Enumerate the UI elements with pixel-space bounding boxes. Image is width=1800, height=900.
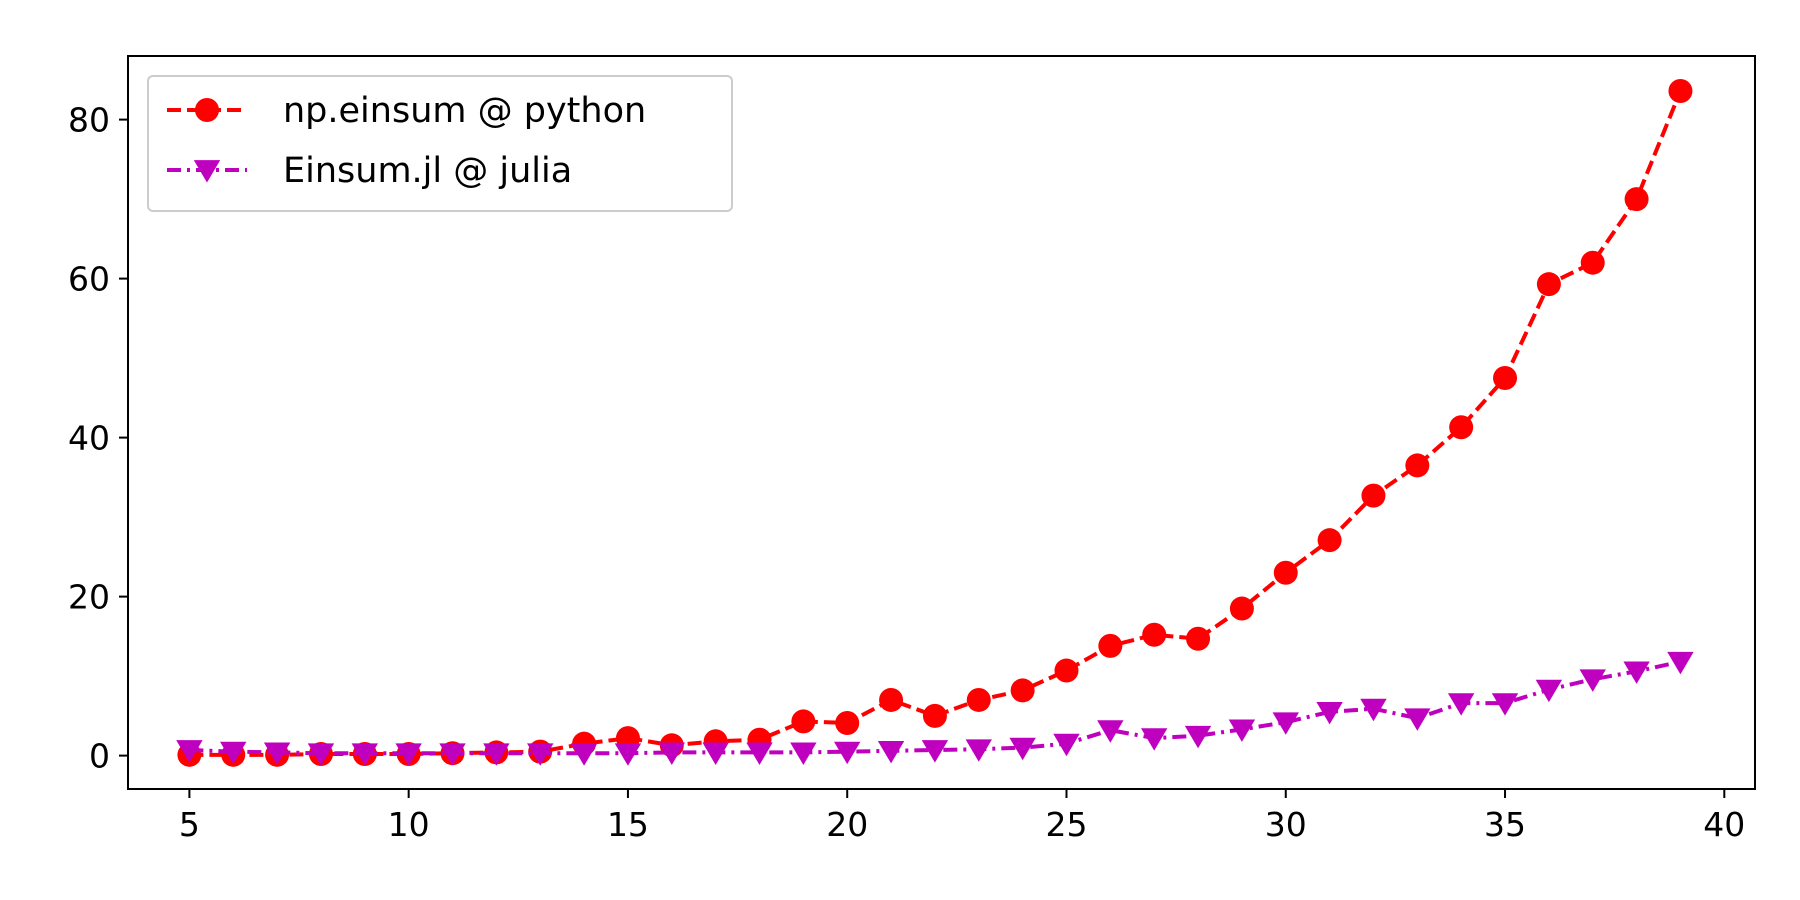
- data-point: [921, 740, 949, 763]
- series-einsum-jl-julia: [176, 651, 1694, 766]
- data-point: [307, 743, 335, 766]
- data-point: [1493, 365, 1518, 390]
- plot-area: [176, 78, 1694, 767]
- data-point: [702, 742, 729, 765]
- x-tick-label: 30: [1265, 805, 1307, 844]
- data-point: [1623, 661, 1650, 684]
- data-point: [1229, 596, 1254, 621]
- y-tick-label: 60: [68, 260, 110, 299]
- legend-marker: [195, 98, 219, 122]
- data-point: [1228, 719, 1256, 742]
- data-point: [527, 743, 554, 766]
- data-point: [834, 741, 861, 765]
- data-point: [1360, 698, 1387, 722]
- data-point: [1053, 733, 1080, 757]
- x-tick-label: 25: [1045, 805, 1087, 844]
- data-point: [1140, 728, 1168, 751]
- x-tick-label: 40: [1703, 805, 1745, 844]
- data-point: [1098, 633, 1123, 658]
- data-point: [1054, 658, 1079, 683]
- data-point: [835, 711, 860, 736]
- legend-label: np.einsum @ python: [283, 91, 646, 131]
- x-tick-label: 10: [388, 805, 430, 844]
- data-point: [614, 743, 642, 766]
- data-point: [1010, 678, 1035, 703]
- legend-label: Einsum.jl @ julia: [283, 151, 572, 191]
- data-point: [1405, 453, 1430, 478]
- data-point: [1317, 528, 1342, 553]
- x-tick-label: 20: [826, 805, 868, 844]
- data-point: [439, 743, 466, 766]
- data-point: [1361, 483, 1386, 508]
- y-axis: 0 20 40 60 80: [68, 101, 128, 776]
- data-point: [966, 687, 991, 712]
- data-point: [1184, 725, 1212, 749]
- data-point: [922, 703, 947, 728]
- x-tick-label: 5: [179, 805, 200, 844]
- data-point: [1536, 272, 1561, 297]
- data-point: [220, 741, 247, 765]
- x-tick-label: 35: [1484, 805, 1526, 844]
- x-tick-label: 15: [607, 805, 649, 844]
- data-point: [1273, 560, 1298, 585]
- data-point: [879, 687, 904, 712]
- data-point: [395, 743, 422, 766]
- data-point: [1667, 651, 1694, 675]
- axes-frame: [127, 55, 1756, 790]
- legend: np.einsum @ python Einsum.jl @ julia: [147, 75, 733, 212]
- data-point: [1316, 701, 1343, 725]
- data-point: [877, 740, 905, 764]
- data-point: [1142, 622, 1167, 647]
- data-point: [1449, 415, 1474, 440]
- data-point: [1491, 693, 1519, 716]
- data-point: [790, 742, 817, 765]
- data-point: [1097, 720, 1124, 743]
- y-tick-label: 40: [68, 419, 110, 458]
- data-point: [1668, 78, 1693, 103]
- data-point: [1186, 626, 1211, 651]
- y-tick-label: 0: [89, 737, 110, 776]
- data-point: [263, 742, 291, 765]
- data-point: [1447, 693, 1475, 716]
- data-point: [791, 709, 816, 734]
- data-point: [1580, 250, 1605, 275]
- series-line: [189, 90, 1683, 757]
- data-point: [965, 739, 992, 762]
- data-point: [1009, 737, 1036, 761]
- legend-item: Einsum.jl @ julia: [167, 151, 572, 191]
- data-point: [483, 743, 510, 766]
- data-point: [1579, 669, 1606, 692]
- data-point: [570, 743, 598, 766]
- x-axis: 5 10 15 20 25 30 35 40: [179, 789, 1745, 844]
- data-point: [1272, 712, 1299, 735]
- legend-marker: [193, 160, 221, 183]
- data-point: [1535, 679, 1563, 703]
- y-tick-label: 80: [68, 101, 110, 140]
- y-tick-label: 20: [68, 578, 110, 617]
- legend-box: [147, 75, 733, 212]
- legend-item: np.einsum @ python: [167, 91, 646, 131]
- data-point: [658, 742, 685, 765]
- data-point: [1624, 187, 1649, 212]
- data-point: [351, 743, 379, 766]
- data-point: [1404, 708, 1431, 731]
- data-point: [746, 742, 773, 765]
- data-point: [176, 740, 203, 763]
